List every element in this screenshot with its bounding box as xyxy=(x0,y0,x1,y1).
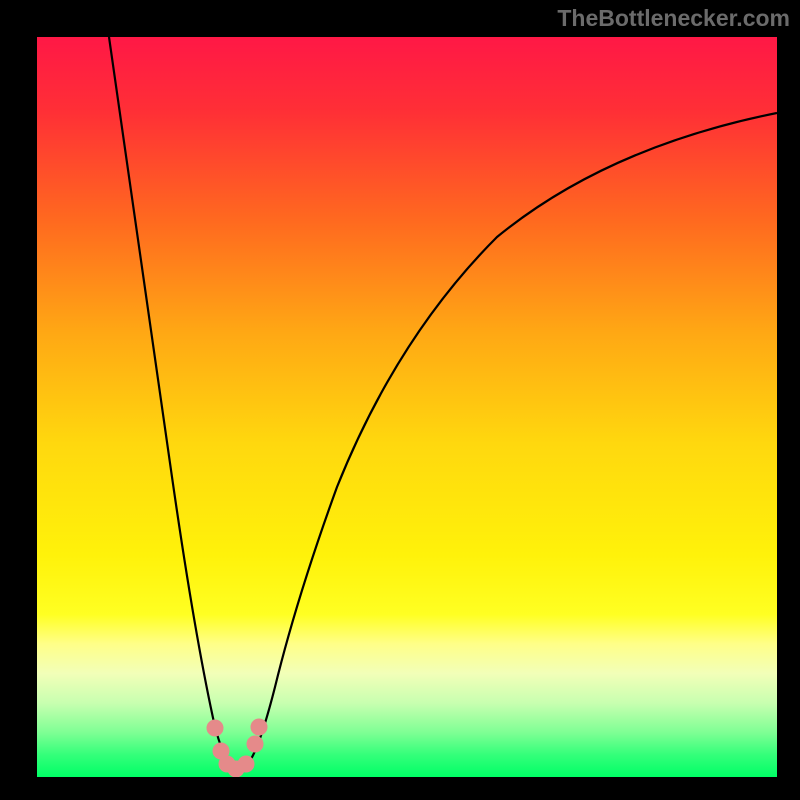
curve-right-branch xyxy=(237,113,777,769)
marker-group xyxy=(207,719,267,777)
curve-left-branch xyxy=(109,37,237,769)
marker-point xyxy=(238,756,254,772)
marker-point xyxy=(207,720,223,736)
watermark-text: TheBottlenecker.com xyxy=(557,5,790,32)
plot-area xyxy=(37,37,777,777)
curve-layer xyxy=(37,37,777,777)
marker-point xyxy=(251,719,267,735)
marker-point xyxy=(247,736,263,752)
